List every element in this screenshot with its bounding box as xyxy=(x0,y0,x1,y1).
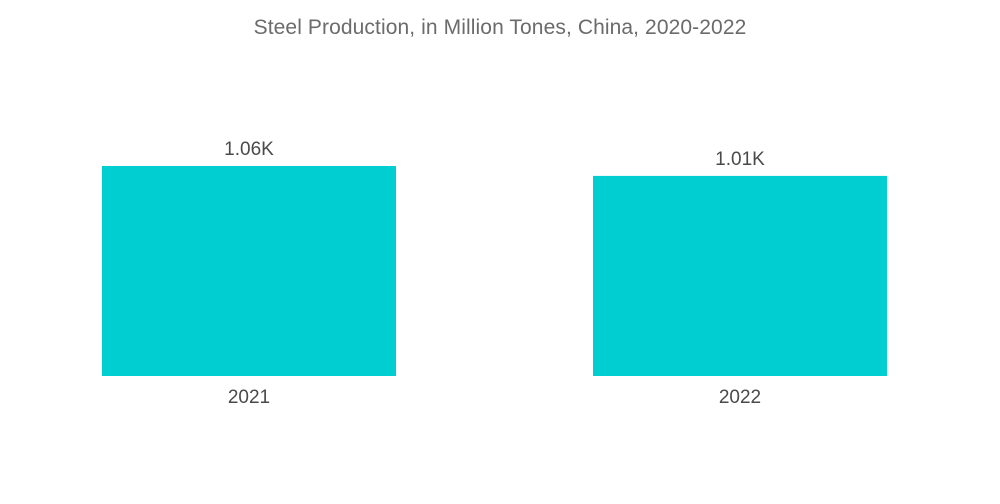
chart-title: Steel Production, in Million Tones, Chin… xyxy=(253,16,747,39)
value-label-2021: 1.06K xyxy=(224,139,274,160)
x-tick-labels-group: 2021 2022 xyxy=(228,387,761,408)
value-label-2022: 1.01K xyxy=(715,149,765,170)
x-tick-label-2021: 2021 xyxy=(228,387,270,408)
bar-2022 xyxy=(593,175,887,376)
x-tick-label-2022: 2022 xyxy=(719,387,761,408)
bars-group xyxy=(102,166,887,376)
value-labels-group: 1.06K 1.01K xyxy=(224,139,765,170)
bar-2021 xyxy=(102,166,396,376)
